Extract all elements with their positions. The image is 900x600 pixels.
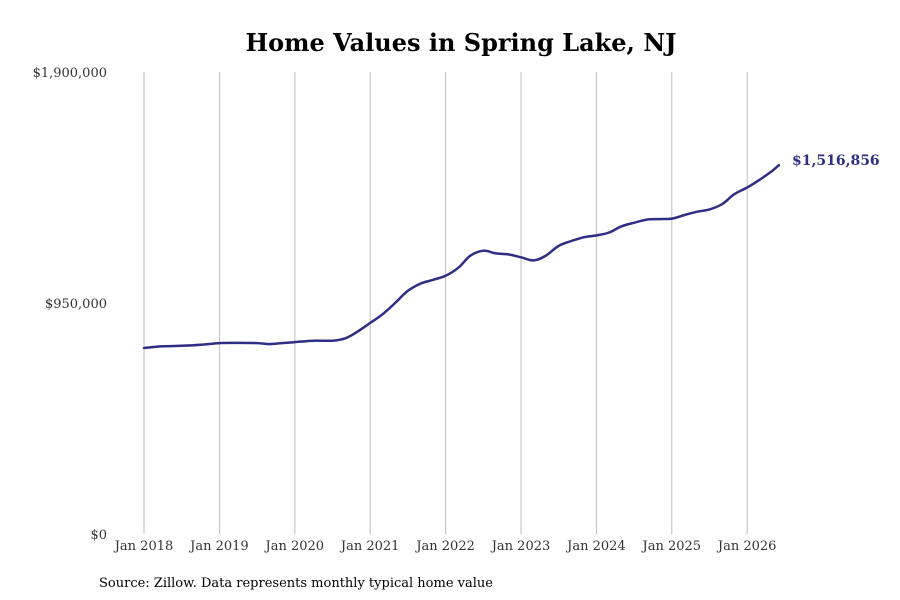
x-tick-label: Jan 2021 — [339, 539, 400, 554]
x-tick-label: Jan 2025 — [641, 539, 702, 554]
x-tick-label: Jan 2019 — [188, 539, 249, 554]
home-value-series-line — [142, 163, 781, 350]
x-tick-label: Jan 2020 — [264, 539, 325, 554]
x-tick-label: Jan 2022 — [414, 539, 475, 554]
x-tick-label: Jan 2026 — [716, 539, 777, 554]
source-note: Source: Zillow. Data represents monthly … — [99, 576, 493, 591]
x-tick-label: Jan 2018 — [113, 539, 174, 554]
gridlines — [143, 72, 748, 534]
y-axis-ticks: $0 $950,000 $1,900,000 — [33, 66, 107, 543]
chart-title: Home Values in Spring Lake, NJ — [245, 28, 676, 57]
latest-value-label: $1,516,856 — [792, 153, 880, 169]
y-tick-label: $1,900,000 — [33, 66, 107, 81]
x-tick-label: Jan 2023 — [490, 539, 551, 554]
y-tick-label: $0 — [90, 528, 107, 543]
x-tick-label: Jan 2024 — [565, 539, 626, 554]
y-tick-label: $950,000 — [45, 297, 107, 312]
x-axis-ticks: Jan 2018 Jan 2019 Jan 2020 Jan 2021 Jan 2022… — [113, 539, 777, 554]
